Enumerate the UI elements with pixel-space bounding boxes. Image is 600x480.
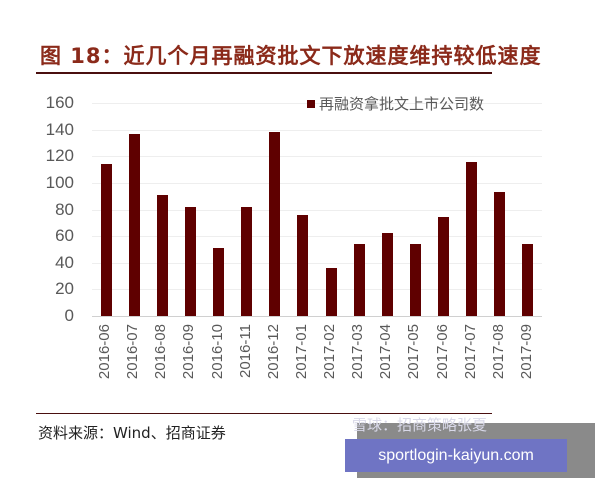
y-tick-label: 40: [55, 252, 74, 272]
x-tick: 2017-04: [377, 324, 398, 394]
y-tick-label: 140: [45, 119, 74, 139]
bar: [325, 268, 337, 316]
bar: [297, 214, 309, 316]
x-tick: 2016-10: [208, 324, 230, 394]
x-tick: 2016-08: [152, 324, 173, 394]
watermark-url-banner: sportlogin-kaiyun.com: [345, 439, 567, 472]
x-tick-label: 2016-07: [124, 324, 142, 380]
bar: [156, 194, 168, 316]
bar: [522, 244, 534, 316]
y-tick-label: 0: [64, 306, 74, 325]
gridline: [92, 156, 542, 158]
gridline: [92, 236, 542, 238]
bar: [128, 133, 140, 316]
x-tick-label: 2016-09: [180, 324, 198, 380]
bar: [409, 244, 421, 316]
bar: [438, 217, 450, 316]
y-tick-label: 80: [55, 199, 74, 219]
title-divider: [36, 72, 492, 74]
source-divider: [36, 413, 492, 414]
x-tick-label: 2017-05: [405, 324, 423, 380]
gridline: [92, 129, 542, 131]
x-tick: 2016-09: [180, 324, 201, 394]
x-tick: 2017-02: [321, 324, 342, 394]
gridline: [92, 209, 542, 211]
x-tick: 2016-07: [124, 324, 145, 394]
y-tick-label: 160: [45, 93, 74, 112]
x-axis: [92, 316, 542, 317]
source-note: 资料来源：Wind、招商证券: [38, 424, 226, 442]
y-tick-label: 120: [45, 146, 74, 166]
x-tick: 2017-06: [433, 324, 455, 394]
x-tick-label: 2017-07: [461, 324, 479, 380]
legend: 再融资拿批文上市公司数: [307, 93, 484, 114]
x-tick-label: 2016-10: [208, 324, 226, 380]
x-tick: 2016-11: [236, 324, 258, 394]
x-tick: 2017-01: [292, 324, 314, 394]
gridline: [92, 262, 542, 264]
x-tick: 2017-08: [489, 324, 511, 394]
x-tick: 2017-09: [517, 324, 539, 394]
bar: [269, 132, 281, 316]
gridline: [92, 103, 542, 104]
x-tick-label: 2017-01: [292, 324, 310, 380]
bar: [494, 192, 506, 316]
bar: [100, 164, 112, 316]
y-tick-label: 20: [55, 279, 74, 299]
bar: [466, 161, 478, 316]
watermark-text: 雪球：招商策略张夏: [352, 416, 488, 434]
x-tick-label: 2017-03: [349, 324, 367, 380]
gridline: [92, 289, 542, 291]
x-tick-label: 2016-12: [264, 324, 282, 380]
y-tick-label: 100: [45, 172, 74, 192]
chart-title: 图 18：近几个月再融资批文下放速度维持较低速度: [40, 44, 542, 68]
x-tick-label: 2017-09: [517, 324, 535, 380]
bar: [213, 248, 225, 316]
x-tick-label: 2017-02: [321, 324, 339, 380]
bar: [241, 206, 253, 316]
bar: [184, 206, 196, 316]
x-tick: 2017-07: [461, 324, 483, 394]
x-tick: 2017-05: [405, 324, 426, 394]
legend-swatch-icon: [307, 99, 315, 108]
x-tick: 2016-12: [264, 324, 286, 394]
bar: [353, 244, 365, 316]
x-tick-label: 2017-08: [489, 324, 507, 380]
x-tick-label: 2017-04: [377, 324, 395, 380]
x-tick-label: 2017-06: [433, 324, 451, 380]
x-tick: 2016-06: [96, 324, 117, 394]
bar: [381, 233, 393, 316]
x-tick: 2017-03: [349, 324, 370, 394]
bar-chart: 0 20 40 60 80 100 120 140 160 2016-06 2016-07 2016-…: [45, 93, 542, 394]
y-tick-label: 60: [55, 226, 74, 246]
x-tick-label: 2016-06: [96, 324, 114, 380]
gridline: [92, 182, 542, 184]
x-tick-label: 2016-11: [236, 324, 254, 378]
legend-label: 再融资拿批文上市公司数: [319, 95, 485, 113]
x-tick-label: 2016-08: [152, 324, 170, 380]
